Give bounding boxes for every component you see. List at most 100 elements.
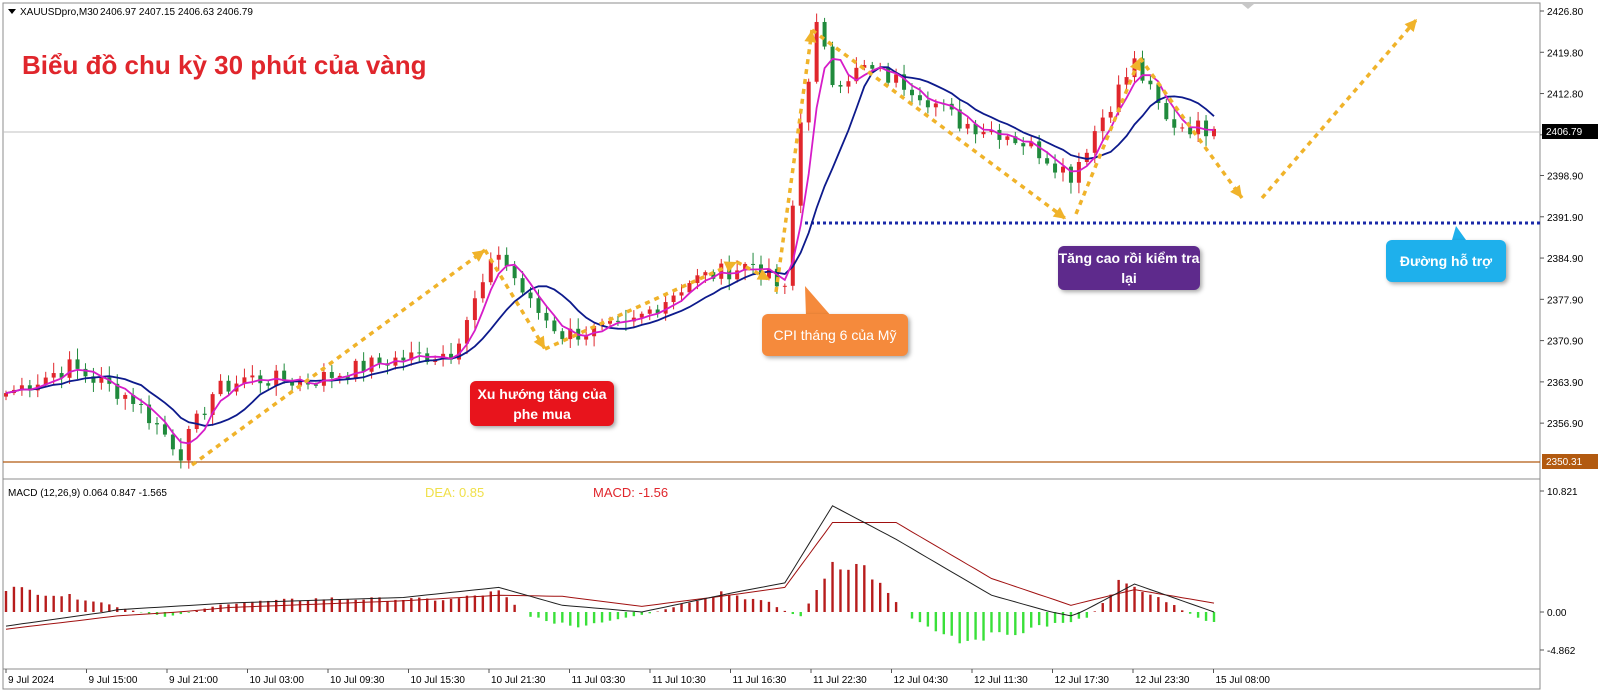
trend-arrow-segment <box>1138 56 1244 200</box>
candle-body <box>115 383 120 399</box>
candle-body <box>751 263 756 265</box>
candle-body <box>1061 166 1065 173</box>
candle-body <box>298 380 303 386</box>
time-tick-label: 10 Jul 15:30 <box>411 675 466 686</box>
candle-body <box>1076 161 1081 183</box>
candles-layer <box>4 13 1216 469</box>
candle-body <box>123 394 128 399</box>
candle-body <box>560 331 565 340</box>
candle-body <box>798 122 803 206</box>
candle-body <box>711 272 716 279</box>
candle-body <box>178 449 183 461</box>
candle-body <box>647 309 652 314</box>
candle-body <box>1045 158 1050 164</box>
candle-body <box>1124 77 1129 85</box>
candle-body <box>528 292 533 299</box>
candle-body <box>512 265 517 279</box>
candle-body <box>75 359 80 369</box>
trend-arrow-head <box>1052 207 1066 219</box>
candle-body <box>592 326 597 337</box>
candle-body <box>155 423 159 425</box>
candle-body <box>536 298 541 313</box>
scroll-indicator-icon <box>1242 4 1254 9</box>
candle-body <box>552 320 557 332</box>
candle-body <box>1188 127 1193 135</box>
candle-body <box>369 357 374 372</box>
candle-body <box>735 270 740 280</box>
candle-body <box>933 103 938 108</box>
candle-body <box>902 74 907 90</box>
candle-body <box>997 129 1002 140</box>
candle-body <box>139 403 144 405</box>
fast-moving-average-line <box>5 57 1215 445</box>
candle-body <box>1116 84 1121 112</box>
buyers-trend-callout: Xu hướng tăng của phe mua <box>470 381 614 426</box>
candle-body <box>488 259 493 283</box>
candle-body <box>1013 136 1018 144</box>
trend-arrow-segment <box>190 248 487 467</box>
time-tick-label: 11 Jul 10:30 <box>652 675 706 686</box>
candle-body <box>608 320 612 324</box>
price-tick-label: 2426.80 <box>1547 7 1584 18</box>
candle-body <box>457 343 461 360</box>
candle-body <box>1108 111 1113 118</box>
price-tick-label: 2412.80 <box>1547 90 1584 101</box>
candle-body <box>1140 58 1145 81</box>
trend-arrow-head <box>471 250 485 262</box>
time-tick-label: 12 Jul 17:30 <box>1055 675 1110 686</box>
candle-body <box>1164 103 1169 120</box>
price-tick-label: 2363.90 <box>1547 378 1584 389</box>
price-tick-label: 2356.90 <box>1547 419 1584 430</box>
price-tick-label: 2419.80 <box>1547 48 1584 59</box>
time-tick-label: 9 Jul 2024 <box>8 675 55 686</box>
candle-body <box>67 359 72 378</box>
trend-arrow-head <box>533 335 545 349</box>
candle-body <box>51 373 56 378</box>
candle-body <box>337 375 342 378</box>
ohlc-readout: 2406.97 2407.15 2406.63 2406.79 <box>100 7 253 18</box>
candle-body <box>131 394 136 404</box>
candle-body <box>353 360 358 379</box>
macd-tick-label: 0.00 <box>1547 608 1567 619</box>
macd-layer <box>4 505 1216 644</box>
macd-signal-line <box>5 522 1215 630</box>
time-tick-label: 11 Jul 16:30 <box>733 675 787 686</box>
candle-body <box>719 263 724 279</box>
moving-averages-layer <box>5 57 1215 445</box>
low-price-label: 2350.31 <box>1546 457 1583 468</box>
candle-body <box>1156 84 1161 104</box>
candle-body <box>409 352 414 361</box>
time-tick-label: 12 Jul 04:30 <box>894 675 949 686</box>
candle-body <box>59 373 64 378</box>
candle-body <box>162 424 167 435</box>
candle-body <box>965 123 970 129</box>
candle-body <box>27 385 32 391</box>
candle-body <box>210 394 215 415</box>
candle-body <box>464 320 469 344</box>
candle-body <box>361 360 366 372</box>
current-price-label: 2406.79 <box>1546 127 1583 138</box>
price-tick-label: 2377.90 <box>1547 295 1584 306</box>
candle-body <box>19 385 24 390</box>
candle-body <box>687 283 692 293</box>
price-axis: 2426.802419.802412.802405.802398.902391.… <box>1540 7 1584 430</box>
candle-body <box>894 74 899 83</box>
candle-body <box>766 268 771 279</box>
candle-body <box>480 282 485 299</box>
candle-body <box>584 336 589 340</box>
candle-body <box>99 377 104 383</box>
candle-body <box>639 313 644 318</box>
cpi-callout: CPI tháng 6 của Mỹ <box>762 314 908 356</box>
time-tick-label: 12 Jul 11:30 <box>974 675 1028 686</box>
candle-body <box>957 109 962 129</box>
candle-body <box>703 272 708 276</box>
time-tick-label: 12 Jul 23:30 <box>1135 675 1190 686</box>
time-tick-label: 10 Jul 21:30 <box>491 675 546 686</box>
candle-body <box>313 384 318 386</box>
trend-arrow-segment <box>1260 17 1419 200</box>
candle-body <box>1084 152 1089 162</box>
candle-body <box>671 295 676 303</box>
candle-body <box>242 377 247 384</box>
symbol-menu-icon[interactable] <box>8 9 16 14</box>
